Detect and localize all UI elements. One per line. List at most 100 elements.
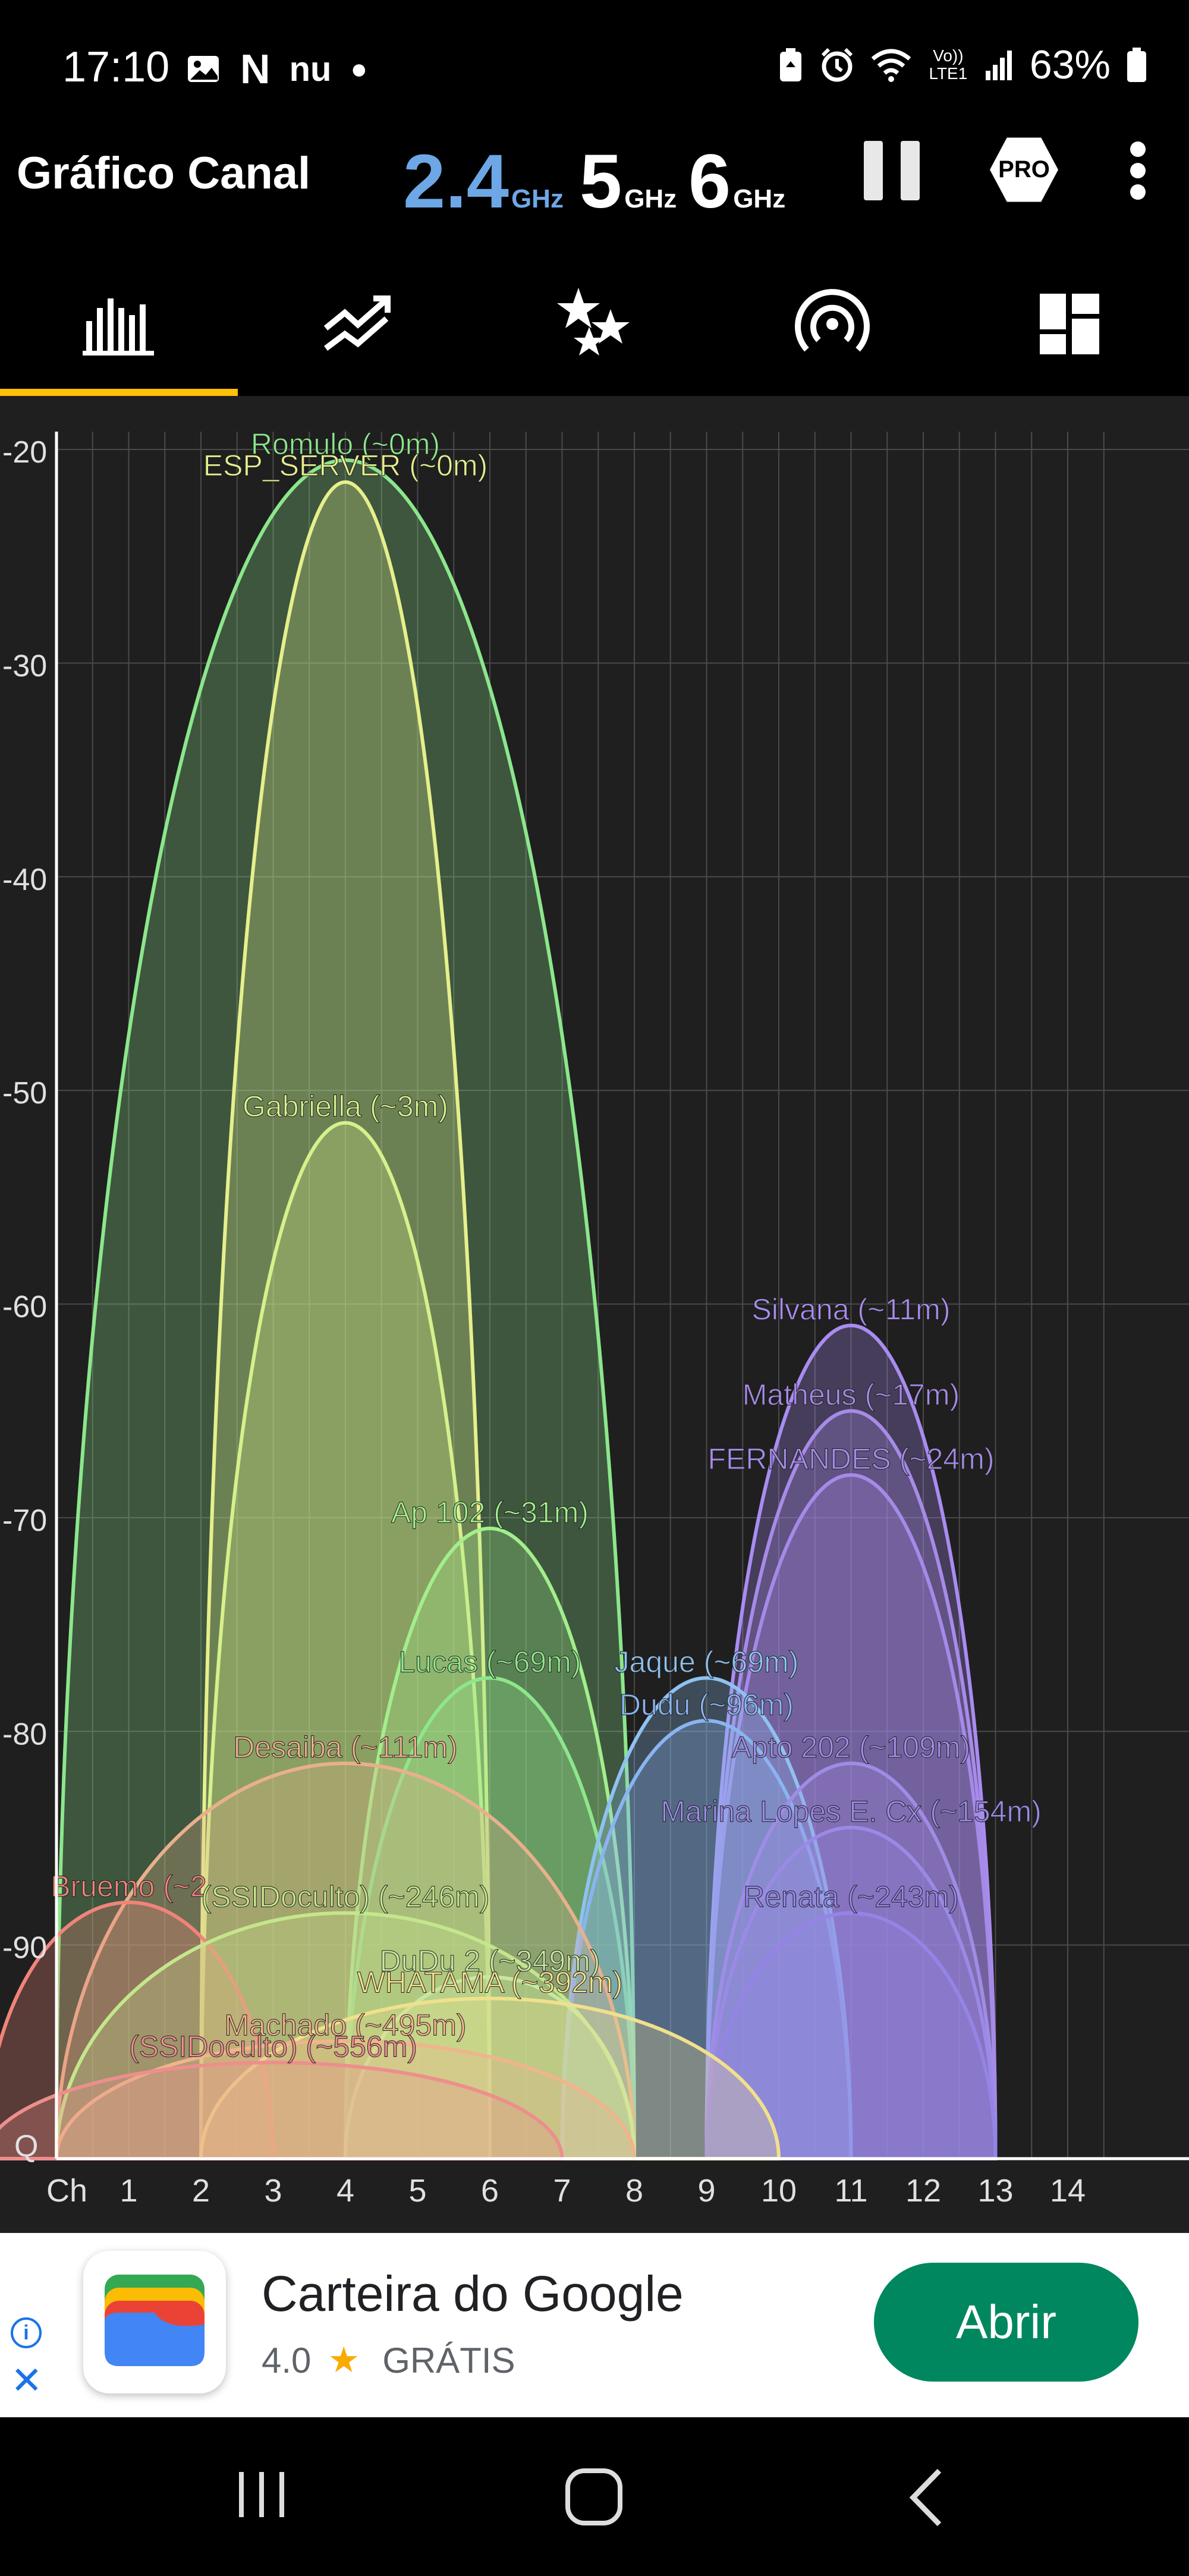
tab-time-graph[interactable] bbox=[238, 250, 476, 398]
system-icons: Vo)) LTE1 63% bbox=[778, 42, 1147, 88]
network-label: WHATAMA (~392m) bbox=[357, 1965, 623, 1999]
network-label: ESP_SERVER (~0m) bbox=[203, 449, 487, 482]
y-tick-label: -50 bbox=[2, 1076, 47, 1111]
band-value: 5 bbox=[580, 139, 622, 224]
band-unit: GHz bbox=[624, 184, 677, 213]
network-label: Dudu (~96m) bbox=[619, 1688, 794, 1721]
network-label: Marina Lopes E. Cx (~154m) bbox=[660, 1795, 1042, 1828]
band-unit: GHz bbox=[511, 184, 564, 213]
network-curve bbox=[560, 1676, 853, 2160]
network-curve bbox=[704, 1826, 998, 2160]
network-curve bbox=[343, 1975, 637, 2160]
x-tick-label: 10 bbox=[761, 2173, 797, 2209]
network-curve bbox=[199, 1996, 781, 2160]
network-label: Renata (~243m) bbox=[743, 1880, 959, 1914]
tab-bar bbox=[0, 250, 1189, 398]
network-curve bbox=[199, 1121, 492, 2160]
vendors-icon bbox=[1040, 294, 1099, 354]
band-6-ghz-button[interactable]: 6GHz bbox=[688, 138, 785, 225]
more-dot bbox=[1130, 163, 1146, 178]
network-curve bbox=[343, 1676, 637, 2160]
network-label: DuDu 2 (~349m) bbox=[380, 1945, 600, 1978]
app-bar bbox=[0, 137, 1189, 250]
status-time: 17:10 bbox=[62, 43, 170, 91]
x-tick-label: 6 bbox=[481, 2173, 499, 2209]
band-value: 6 bbox=[688, 139, 731, 224]
wifi-icon bbox=[871, 49, 911, 82]
x-axis-label: Ch bbox=[46, 2173, 87, 2209]
nubank-icon: nu bbox=[289, 49, 332, 89]
star-icon: ★ bbox=[328, 2340, 360, 2380]
x-tick-label: 14 bbox=[1050, 2173, 1086, 2209]
ad-rating: 4.0 bbox=[262, 2340, 312, 2380]
battery-level: 63% bbox=[1029, 42, 1111, 87]
network-curve bbox=[54, 2039, 637, 2160]
tab-vendors[interactable] bbox=[951, 250, 1189, 398]
network-label: Desaiba (~111m) bbox=[233, 1731, 458, 1764]
y-bottom-label: Q bbox=[14, 2129, 38, 2163]
pause-button[interactable] bbox=[859, 138, 924, 203]
y-tick-label: -30 bbox=[2, 649, 47, 683]
x-tick-label: 1 bbox=[119, 2173, 137, 2209]
band-5-ghz-button[interactable]: 5GHz bbox=[580, 138, 677, 225]
network-curve bbox=[54, 458, 637, 2160]
status-bar: 17:10 N nu ● Vo)) LTE1 63% bbox=[0, 0, 1189, 137]
channel-graph-icon bbox=[83, 298, 154, 356]
network-curve bbox=[54, 1762, 637, 2160]
x-tick-label: 3 bbox=[264, 2173, 282, 2209]
alarm-icon bbox=[821, 48, 853, 82]
x-tick-label: 9 bbox=[697, 2173, 715, 2209]
battery-icon bbox=[1127, 48, 1146, 82]
network-label: FERNANDES (~24m) bbox=[707, 1442, 994, 1476]
ad-title: Carteira do Google bbox=[262, 2266, 684, 2322]
more-dot bbox=[1130, 184, 1146, 200]
more-options-button[interactable] bbox=[1127, 138, 1150, 203]
google-wallet-icon bbox=[83, 2251, 226, 2393]
tab-access-points[interactable] bbox=[713, 250, 951, 398]
network-curve bbox=[704, 1323, 998, 2160]
home-icon[interactable] bbox=[562, 2465, 627, 2530]
y-tick-label: -40 bbox=[2, 863, 47, 897]
x-tick-label: 11 bbox=[834, 2173, 867, 2209]
active-tab-indicator bbox=[0, 389, 238, 396]
ad-info-icon[interactable]: i bbox=[11, 2317, 42, 2348]
channel-rating-icon bbox=[557, 288, 630, 356]
ad-open-button[interactable]: Abrir bbox=[874, 2263, 1138, 2382]
band-unit: GHz bbox=[733, 184, 786, 213]
x-tick-label: 12 bbox=[905, 2173, 941, 2209]
ad-close-icon[interactable]: ✕ bbox=[11, 2359, 43, 2402]
dot-icon: ● bbox=[350, 53, 368, 85]
network-curve bbox=[704, 1409, 998, 2160]
navigation-bar bbox=[0, 2417, 1189, 2576]
pause-icon bbox=[864, 141, 883, 200]
y-tick-label: -90 bbox=[2, 1931, 47, 1965]
ad-price: GRÁTIS bbox=[382, 2340, 515, 2380]
network-label: Lucas (~69m) bbox=[398, 1645, 581, 1678]
back-icon[interactable] bbox=[904, 2465, 951, 2530]
signal-icon bbox=[985, 51, 1012, 80]
network-label: (SSIDoculto) (~246m) bbox=[202, 1880, 490, 1914]
battery-saver-icon bbox=[779, 48, 801, 81]
network-label: Ap 102 (~31m) bbox=[391, 1496, 589, 1529]
recent-apps-icon[interactable] bbox=[232, 2465, 291, 2524]
tab-channel-rating[interactable] bbox=[476, 250, 713, 398]
network-curve bbox=[704, 1911, 998, 2160]
network-curve bbox=[560, 1719, 853, 2160]
page-title: Gráfico Canal bbox=[17, 148, 311, 199]
network-label: Silvana (~11m) bbox=[752, 1292, 951, 1326]
network-label: Jaque (~69m) bbox=[615, 1645, 799, 1678]
volte-icon: Vo)) LTE1 bbox=[929, 46, 968, 83]
x-tick-label: 5 bbox=[408, 2173, 426, 2209]
more-dot bbox=[1130, 141, 1146, 157]
notification-icons: N nu ● bbox=[185, 45, 367, 93]
y-tick-label: -20 bbox=[2, 435, 47, 470]
y-tick-label: -70 bbox=[2, 1504, 47, 1538]
x-tick-label: 13 bbox=[977, 2173, 1013, 2209]
band-2-4-ghz-button[interactable]: 2.4GHz bbox=[403, 138, 564, 225]
network-curve bbox=[704, 1762, 998, 2160]
tab-channel-graph[interactable] bbox=[0, 250, 238, 398]
network-curve bbox=[704, 1473, 998, 2160]
x-tick-label: 7 bbox=[553, 2173, 571, 2209]
x-tick-label: 4 bbox=[336, 2173, 354, 2209]
gallery-icon bbox=[188, 56, 219, 82]
